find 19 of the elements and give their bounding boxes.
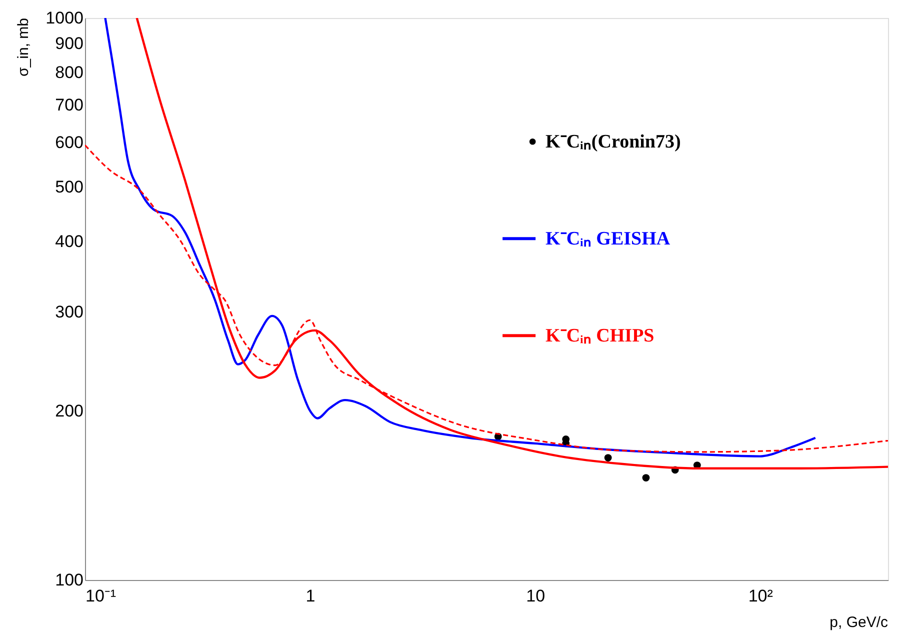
y-tick-label: 500 (55, 178, 84, 197)
y-tick-label: 400 (55, 232, 84, 252)
x-tick-label: 10² (748, 586, 774, 606)
x-tick-label: 10 (526, 586, 546, 606)
y-tick-label: 200 (55, 401, 84, 420)
y-tick-label: 600 (55, 133, 84, 152)
y-tick-label: 1000 (46, 8, 84, 28)
y-tick-label: 900 (55, 34, 84, 54)
y-axis-title: σ_in, mb (15, 18, 32, 76)
y-tick-label: 300 (55, 302, 84, 322)
y-tick-label: 700 (55, 96, 84, 115)
legend-label: K⁻Cᵢₙ CHIPS (546, 326, 654, 347)
x-tick-label: 10⁻¹ (86, 586, 116, 606)
y-tick-label: 100 (55, 570, 84, 590)
x-tick-label: 1 (306, 586, 316, 606)
legend-label: K⁻Cᵢₙ GEISHA (546, 228, 670, 250)
legend-label: K⁻Cᵢₙ(Cronin73) (546, 132, 681, 153)
x-axis-title: p, GeV/c (830, 614, 888, 631)
y-tick-label: 800 (55, 62, 84, 82)
